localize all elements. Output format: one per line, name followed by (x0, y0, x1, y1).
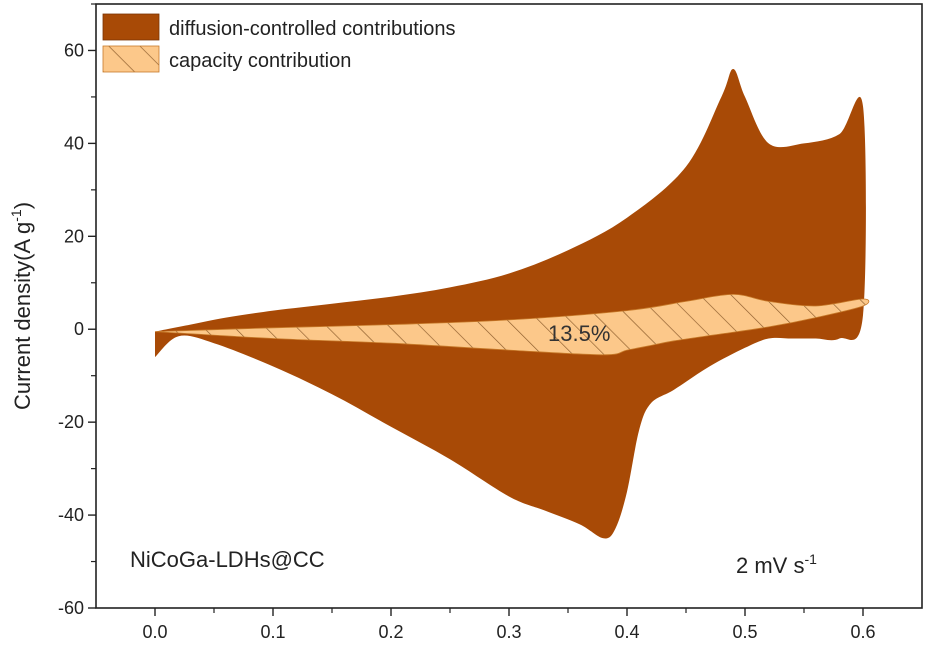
x-tick-label: 0.2 (378, 622, 403, 642)
legend-swatch-capacity (102, 45, 160, 73)
scan-rate-label: 2 mV s-1 (736, 551, 817, 578)
y-axis-title-main: Current density(A g (10, 222, 35, 410)
x-tick-label: 0.1 (260, 622, 285, 642)
scan-rate-sup: -1 (804, 551, 817, 567)
y-tick-label: 40 (64, 133, 84, 153)
x-tick-label: 0.0 (142, 622, 167, 642)
y-tick-label: 0 (74, 319, 84, 339)
scan-rate-main: 2 mV s (736, 553, 804, 578)
plot-area (154, 69, 870, 539)
y-axis-ticks: -60 -40 -20 0 20 40 60 (58, 3, 96, 618)
sample-label: NiCoGa-LDHs@CC (130, 547, 325, 572)
x-tick-label: 0.4 (614, 622, 639, 642)
y-tick-label: -60 (58, 598, 84, 618)
y-tick-label: -40 (58, 505, 84, 525)
percentage-label: 13.5% (548, 321, 610, 346)
x-axis-ticks: 0.0 0.1 0.2 0.3 0.4 0.5 0.6 (142, 608, 876, 642)
capacity-area (154, 293, 870, 356)
diffusion-area (155, 69, 866, 539)
legend-swatch-diffusion (102, 13, 160, 41)
legend: diffusion-controlled contributions capac… (102, 13, 455, 73)
y-tick-label: -20 (58, 412, 84, 432)
y-axis-title-sup: -1 (8, 209, 24, 222)
legend-label-capacity: capacity contribution (169, 50, 351, 72)
y-axis-title: Current density(A g-1) (8, 202, 35, 410)
legend-label-diffusion: diffusion-controlled contributions (169, 18, 455, 40)
x-tick-label: 0.5 (732, 622, 757, 642)
y-axis-title-close: ) (10, 202, 35, 209)
y-tick-label: 20 (64, 226, 84, 246)
y-tick-label: 60 (64, 40, 84, 60)
x-tick-label: 0.3 (496, 622, 521, 642)
x-tick-label: 0.6 (850, 622, 875, 642)
